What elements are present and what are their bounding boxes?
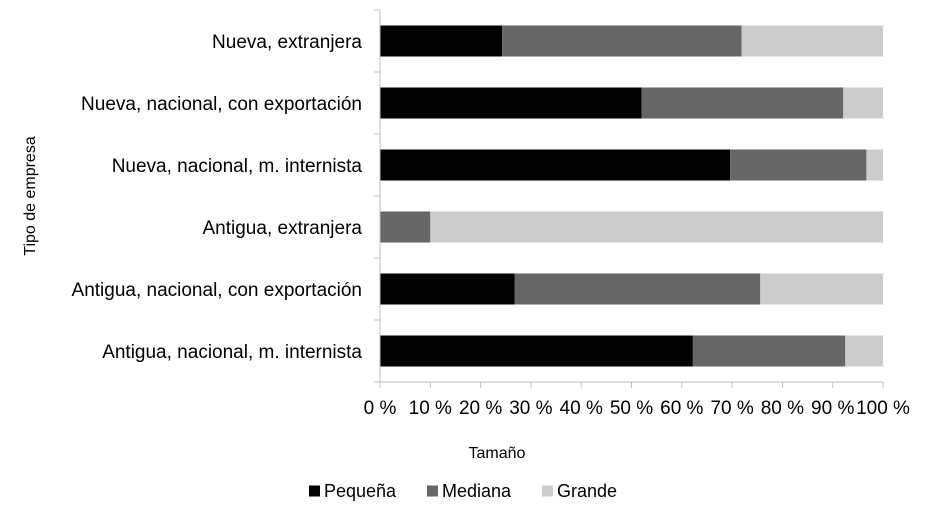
bar-grande-2 — [866, 149, 883, 181]
x-tick-label-3: 30 % — [509, 398, 552, 419]
legend-label-pequeña: Pequeña — [324, 481, 397, 501]
x-tick-label-6: 60 % — [660, 398, 703, 419]
bar-grande-1 — [843, 87, 883, 119]
bar-mediana-3 — [380, 211, 431, 243]
legend: Pequeña Mediana Grande — [309, 481, 617, 501]
bar-grande-4 — [760, 273, 883, 305]
x-tick-label-0: 0 % — [364, 398, 397, 419]
bar-pequeña-5 — [380, 335, 693, 367]
legend-label-mediana: Mediana — [442, 481, 512, 501]
x-tick-label-2: 20 % — [459, 398, 502, 419]
bar-pequeña-0 — [380, 25, 503, 57]
bar-mediana-5 — [692, 335, 846, 367]
bar-grande-3 — [430, 211, 883, 243]
category-label-2: Nueva, nacional, m. internista — [112, 156, 363, 177]
legend-swatch-grande — [542, 485, 553, 497]
y-axis-title: Tipo de empresa — [22, 136, 39, 256]
bar-mediana-0 — [502, 25, 742, 57]
bar-grande-0 — [741, 25, 883, 57]
bar-pequeña-2 — [380, 149, 731, 181]
bar-mediana-4 — [514, 273, 761, 305]
category-labels: Nueva, extranjera Nueva, nacional, con ex… — [72, 32, 363, 363]
bar-mediana-2 — [730, 149, 867, 181]
x-axis: 0 % 10 % 20 % 30 % 40 % 50 % 60 % 70 % 80 % 90 % 1… — [364, 9, 910, 419]
category-label-5: Antigua, nacional, m. internista — [102, 342, 362, 363]
legend-label-grande: Grande — [557, 481, 617, 501]
category-label-0: Nueva, extranjera — [212, 32, 362, 53]
x-tick-label-9: 90 % — [811, 398, 854, 419]
legend-swatch-mediana — [427, 485, 438, 497]
category-label-1: Nueva, nacional, con exportación — [81, 94, 362, 115]
x-tick-label-10: 100 % — [856, 398, 910, 419]
x-tick-label-4: 40 % — [560, 398, 603, 419]
category-label-3: Antigua, extranjera — [203, 218, 363, 239]
bar-pequeña-1 — [380, 87, 642, 119]
bar-grande-5 — [845, 335, 883, 367]
x-tick-label-7: 70 % — [710, 398, 753, 419]
x-tick-label-5: 50 % — [610, 398, 653, 419]
bar-pequeña-4 — [380, 273, 515, 305]
bars-layer — [380, 25, 883, 367]
legend-swatch-pequeña — [309, 485, 320, 497]
category-label-4: Antigua, nacional, con exportación — [72, 280, 362, 301]
bar-mediana-1 — [641, 87, 844, 119]
x-axis-title: Tamaño — [469, 445, 526, 462]
x-tick-label-1: 10 % — [409, 398, 452, 419]
x-tick-label-8: 80 % — [761, 398, 804, 419]
